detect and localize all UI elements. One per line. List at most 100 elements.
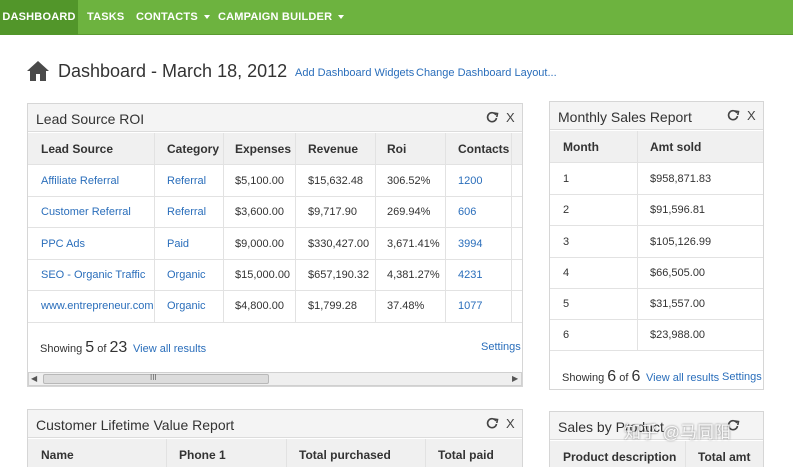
top-nav: DASHBOARD TASKS CONTACTS CAMPAIGN BUILDE… [0,0,793,35]
refresh-icon[interactable] [485,416,499,430]
nav-contacts[interactable]: CONTACTS [136,0,210,35]
settings-link[interactable]: Settings [481,341,521,353]
view-all-results-link[interactable]: View all results [646,372,720,384]
view-all-results-link[interactable]: View all results [133,343,207,355]
column-header[interactable]: Category [167,142,220,156]
column-header[interactable]: Total purchased [299,448,391,462]
chevron-down-icon [203,15,210,19]
home-icon [27,61,49,81]
amount-cell: $23,988.00 [650,329,706,341]
amount-cell: $105,126.99 [650,236,712,248]
month-cell: 4 [563,267,570,279]
amount-cell: $66,505.00 [650,267,706,279]
column-header[interactable]: Revenue [308,142,359,156]
category-link[interactable]: Referral [167,206,207,218]
revenue-cell: $657,190.32 [308,269,370,281]
contacts-link[interactable]: 4231 [458,269,483,281]
lead-source-link[interactable]: Affiliate Referral [41,175,120,187]
nav-campaign-builder[interactable]: CAMPAIGN BUILDER [218,0,345,35]
column-header[interactable]: Expenses [235,142,292,156]
lead-source-roi-widget: Lead Source ROI X Lead Source Category E… [27,103,523,387]
sales-by-product-widget: Sales by Product Product description Tot… [549,411,764,467]
roi-cell: 306.52% [387,175,431,187]
nav-campaign-builder-label: CAMPAIGN BUILDER [218,11,333,23]
column-header[interactable]: Total amt [698,450,751,464]
nav-tasks-label: TASKS [87,11,125,23]
contacts-link[interactable]: 606 [458,206,477,218]
contacts-link[interactable]: 1200 [458,175,483,187]
close-icon[interactable]: X [506,416,515,431]
revenue-cell: $1,799.28 [308,300,357,312]
category-link[interactable]: Paid [167,238,190,250]
scroll-left-icon[interactable]: ◀ [31,374,38,383]
watermark: 知乎 @马同阳 [624,423,731,442]
widget-header: Monthly Sales Report X [550,102,763,130]
column-header[interactable]: Amt sold [650,140,702,154]
scrollbar-thumb[interactable]: III [43,373,269,384]
close-icon[interactable]: X [747,108,756,123]
widget-title: Monthly Sales Report [558,109,692,125]
amount-cell: $958,871.83 [650,173,712,185]
grip-icon: III [150,373,157,382]
amount-cell: $31,557.00 [650,298,706,310]
table-header-row [550,131,763,162]
settings-link[interactable]: Settings [722,371,762,383]
contacts-link[interactable]: 3994 [458,238,483,250]
amount-cell: $91,596.81 [650,204,706,216]
column-header[interactable]: Name [41,448,74,462]
column-header[interactable]: Phone 1 [179,448,226,462]
month-cell: 2 [563,204,570,216]
contacts-link[interactable]: 1077 [458,300,483,312]
nav-contacts-label: CONTACTS [136,11,198,23]
category-link[interactable]: Organic [167,269,206,281]
column-header[interactable]: Roi [387,142,407,156]
lead-source-link[interactable]: www.entrepreneur.com [41,300,154,312]
widget-header: Customer Lifetime Value Report X [28,410,522,438]
refresh-icon[interactable] [726,108,740,122]
customer-lifetime-value-widget: Customer Lifetime Value Report X Name Ph… [27,409,523,467]
column-header[interactable]: Lead Source [41,142,114,156]
column-header[interactable]: Contacts [458,142,510,156]
expenses-cell: $9,000.00 [235,238,284,250]
table-header-row [28,439,522,467]
roi-cell: 269.94% [387,206,431,218]
monthly-sales-widget: Monthly Sales Report X Month Amt sold 1 … [549,101,764,390]
expenses-cell: $5,100.00 [235,175,284,187]
column-header[interactable]: Product description [563,450,677,464]
lead-source-link[interactable]: PPC Ads [41,238,86,250]
chevron-down-icon [338,15,345,19]
roi-cell: 37.48% [387,300,425,312]
revenue-cell: $9,717.90 [308,206,357,218]
add-dashboard-widgets-link[interactable]: Add Dashboard Widgets [295,67,415,79]
lead-source-link[interactable]: SEO - Organic Traffic [41,269,146,281]
widget-header: Sales by Product [550,412,763,440]
nav-dashboard[interactable]: DASHBOARD [0,0,78,35]
lead-source-link[interactable]: Customer Referral [41,206,131,218]
widget-header: Lead Source ROI X [28,104,522,132]
category-link[interactable]: Organic [167,300,206,312]
column-header[interactable]: Total paid [438,448,494,462]
widget-title: Lead Source ROI [36,111,145,127]
month-cell: 6 [563,329,570,341]
roi-cell: 4,381.27% [387,269,440,281]
nav-tasks[interactable]: TASKS [87,0,124,35]
refresh-icon[interactable] [485,110,499,124]
refresh-icon[interactable] [726,418,740,432]
expenses-cell: $15,000.00 [235,269,291,281]
roi-cell: 3,671.41% [387,238,440,250]
table-header-row [550,441,763,467]
category-link[interactable]: Referral [167,175,207,187]
scroll-right-icon[interactable]: ▶ [512,374,519,383]
revenue-cell: $15,632.48 [308,175,364,187]
horizontal-scrollbar[interactable]: ◀ III ▶ [28,372,522,386]
widget-title: Customer Lifetime Value Report [36,417,235,433]
column-header[interactable]: Month [563,140,599,154]
results-count: Showing 5 of 23 [40,339,128,356]
results-count: Showing 6 of 6 [562,368,641,385]
change-dashboard-layout-link[interactable]: Change Dashboard Layout... [416,67,557,79]
table-header-row [28,133,522,164]
month-cell: 5 [563,298,570,310]
nav-dashboard-label: DASHBOARD [2,11,76,23]
expenses-cell: $3,600.00 [235,206,284,218]
close-icon[interactable]: X [506,110,515,125]
